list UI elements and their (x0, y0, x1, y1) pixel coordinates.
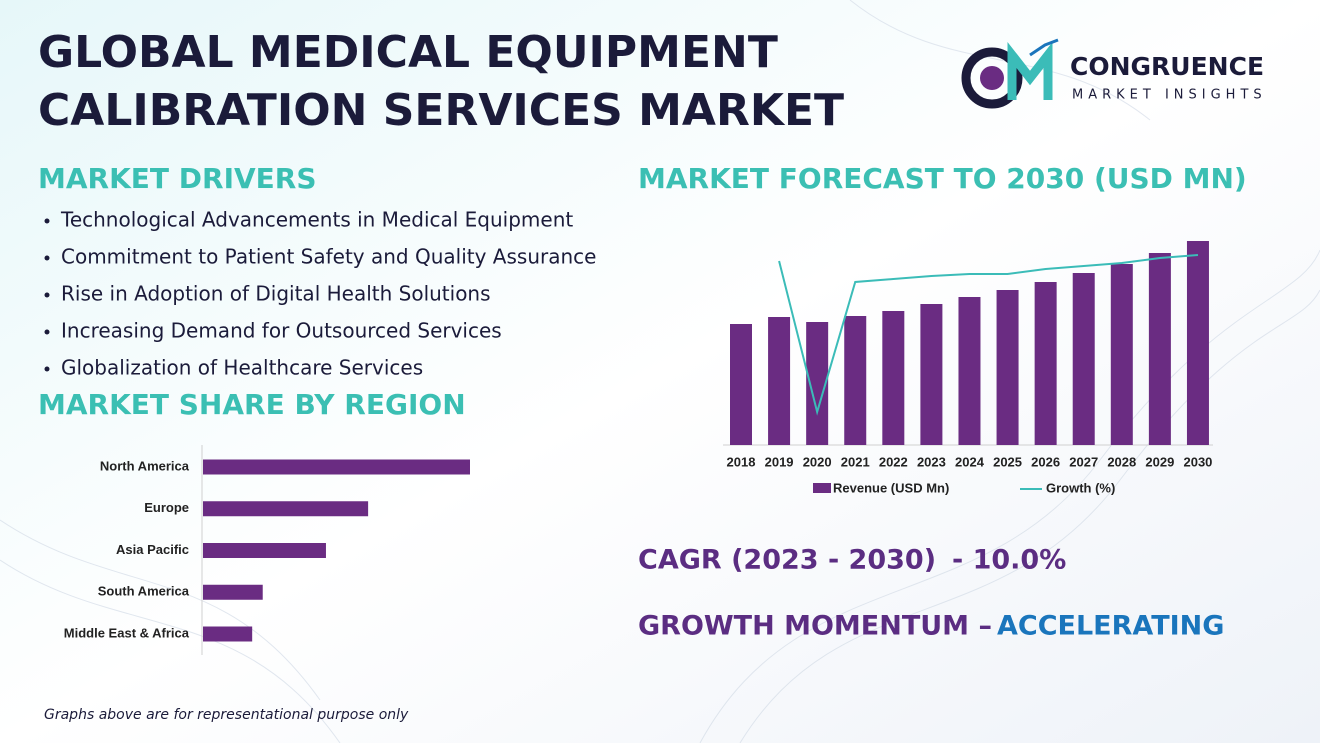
category-label: Asia Pacific (116, 542, 189, 557)
bar (1072, 273, 1095, 445)
bar (958, 297, 981, 445)
x-tick-label: 2027 (1069, 454, 1098, 469)
bar (203, 501, 369, 517)
bar (806, 322, 829, 445)
bar (203, 626, 253, 642)
footnote: Graphs above are for representational pu… (44, 707, 409, 723)
bar (730, 324, 752, 445)
category-label: Europe (144, 500, 189, 515)
driver-item: Increasing Demand for Outsourced Service… (61, 319, 502, 343)
bar (768, 317, 791, 445)
x-tick-label: 2019 (765, 454, 794, 469)
bullet (44, 218, 50, 224)
bar (1034, 282, 1057, 445)
bar (203, 584, 263, 600)
x-tick-label: 2018 (727, 454, 756, 469)
x-tick-label: 2024 (955, 454, 985, 469)
x-tick-label: 2022 (879, 454, 908, 469)
section-heading: MARKET DRIVERS (38, 162, 317, 195)
legend-swatch (813, 483, 831, 493)
bar (203, 543, 326, 558)
x-tick-label: 2020 (803, 454, 832, 469)
title: GLOBAL MEDICAL EQUIPMENT (38, 27, 778, 78)
driver-list: Technological Advancements in Medical Eq… (44, 208, 596, 380)
x-tick-label: 2029 (1145, 454, 1174, 469)
logo-name: CONGRUENCE (1070, 52, 1264, 81)
bullet (44, 292, 50, 298)
x-tick-label: 2030 (1183, 454, 1212, 469)
cagr-label: CAGR (2023 - 2030) (638, 545, 936, 576)
bullet (44, 366, 50, 372)
legend-label: Revenue (USD Mn) (833, 480, 949, 495)
bar (203, 459, 470, 475)
category-label: South America (98, 584, 190, 599)
bar (1148, 253, 1171, 445)
category-label: North America (100, 458, 190, 473)
bar (882, 311, 905, 445)
category-label: Middle East & Africa (64, 625, 190, 640)
bar (1186, 241, 1209, 445)
logo: CONGRUENCE MARKET INSIGHTS (961, 38, 1267, 109)
x-tick-label: 2021 (841, 454, 870, 469)
x-tick-label: 2028 (1107, 454, 1136, 469)
momentum-label: GROWTH MOMENTUM – (638, 611, 992, 642)
driver-item: Rise in Adoption of Digital Health Solut… (61, 282, 491, 306)
driver-item: Globalization of Healthcare Services (61, 356, 423, 380)
bar (1110, 264, 1133, 445)
section-heading: MARKET SHARE BY REGION (38, 388, 466, 421)
driver-item: Technological Advancements in Medical Eq… (60, 208, 573, 232)
title: CALIBRATION SERVICES MARKET (38, 85, 844, 136)
x-tick-label: 2026 (1031, 454, 1060, 469)
bullet (44, 255, 50, 261)
bar (920, 304, 943, 445)
bullet (44, 329, 50, 335)
momentum-value: ACCELERATING (997, 611, 1224, 642)
x-tick-label: 2023 (917, 454, 946, 469)
line (778, 254, 1199, 416)
bar (996, 290, 1019, 445)
logo-tagline: MARKET INSIGHTS (1072, 88, 1267, 103)
cagr-value: - 10.0% (952, 545, 1066, 576)
charts: North America Europe Asia Pacific South Ame… (64, 241, 1213, 655)
legend-label: Growth (%) (1046, 480, 1115, 495)
driver-item: Commitment to Patient Safety and Quality… (61, 245, 596, 269)
section-heading: MARKET FORECAST TO 2030 (USD MN) (638, 162, 1247, 195)
x-tick-label: 2025 (993, 454, 1022, 469)
bar (844, 316, 867, 445)
